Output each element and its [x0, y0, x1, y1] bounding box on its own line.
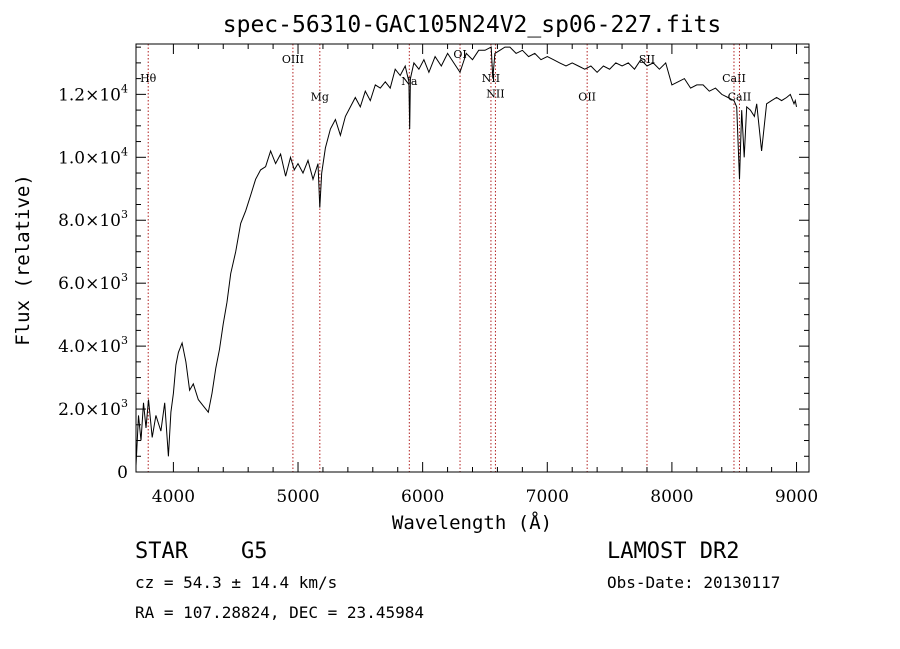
y-tick-label-5: 1.0×104: [58, 145, 128, 168]
spectral-line-label-2: Mg: [311, 91, 329, 104]
spectral-line-markers: Hθ OIII Mg Na OI NII NII OII SII CaII CaII: [140, 44, 751, 472]
object-class: STAR: [135, 539, 188, 564]
spectrum-line: [135, 46, 797, 466]
spectral-line-label-1: OIII: [282, 53, 304, 66]
spectral-line-label-5: NII: [482, 72, 500, 85]
spectral-line-label-7: OII: [578, 91, 596, 104]
axis-ticks: 4000 5000 6000 7000 8000 9000 0 2.0×103 4.0×103 6…: [58, 44, 818, 507]
x-tick-label-3: 7000: [526, 487, 569, 507]
spectral-line-label-9: CaII: [722, 72, 746, 85]
spectral-line-label-10: CaII: [728, 91, 752, 104]
spectral-line-label-4: OI: [453, 48, 466, 61]
survey-name: LAMOST DR2: [607, 539, 740, 564]
x-tick-label-0: 4000: [152, 487, 195, 507]
spectral-line-label-0: Hθ: [140, 72, 157, 85]
x-axis-label: Wavelength (Å): [392, 511, 552, 534]
spectral-line-label-3: Na: [401, 75, 418, 88]
observation-date: Obs-Date: 20130117: [607, 573, 781, 592]
redshift-velocity: cz = 54.3 ± 14.4 km/s: [135, 573, 338, 592]
spectrum-series: [135, 46, 797, 466]
y-tick-label-4: 8.0×103: [58, 208, 128, 231]
chart-title: spec-56310-GAC105N24V2_sp06-227.fits: [223, 12, 722, 38]
x-tick-label-4: 8000: [650, 487, 693, 507]
x-tick-label-5: 9000: [775, 487, 818, 507]
subclass: G5: [241, 539, 268, 564]
y-tick-label-3: 6.0×103: [58, 271, 128, 294]
y-tick-label-2: 4.0×103: [58, 334, 128, 357]
y-tick-label-1: 2.0×103: [58, 397, 128, 420]
y-tick-label-0: 0: [117, 463, 128, 483]
x-tick-label-2: 6000: [401, 487, 444, 507]
spectral-line-label-8: SII: [639, 53, 655, 66]
x-tick-label-1: 5000: [276, 487, 319, 507]
coordinates: RA = 107.28824, DEC = 23.45984: [135, 603, 424, 622]
plot-frame: [135, 43, 810, 473]
spectral-line-label-6: NII: [486, 88, 504, 101]
y-tick-label-6: 1.2×104: [58, 82, 128, 105]
y-axis-label: Flux (relative): [12, 174, 34, 346]
